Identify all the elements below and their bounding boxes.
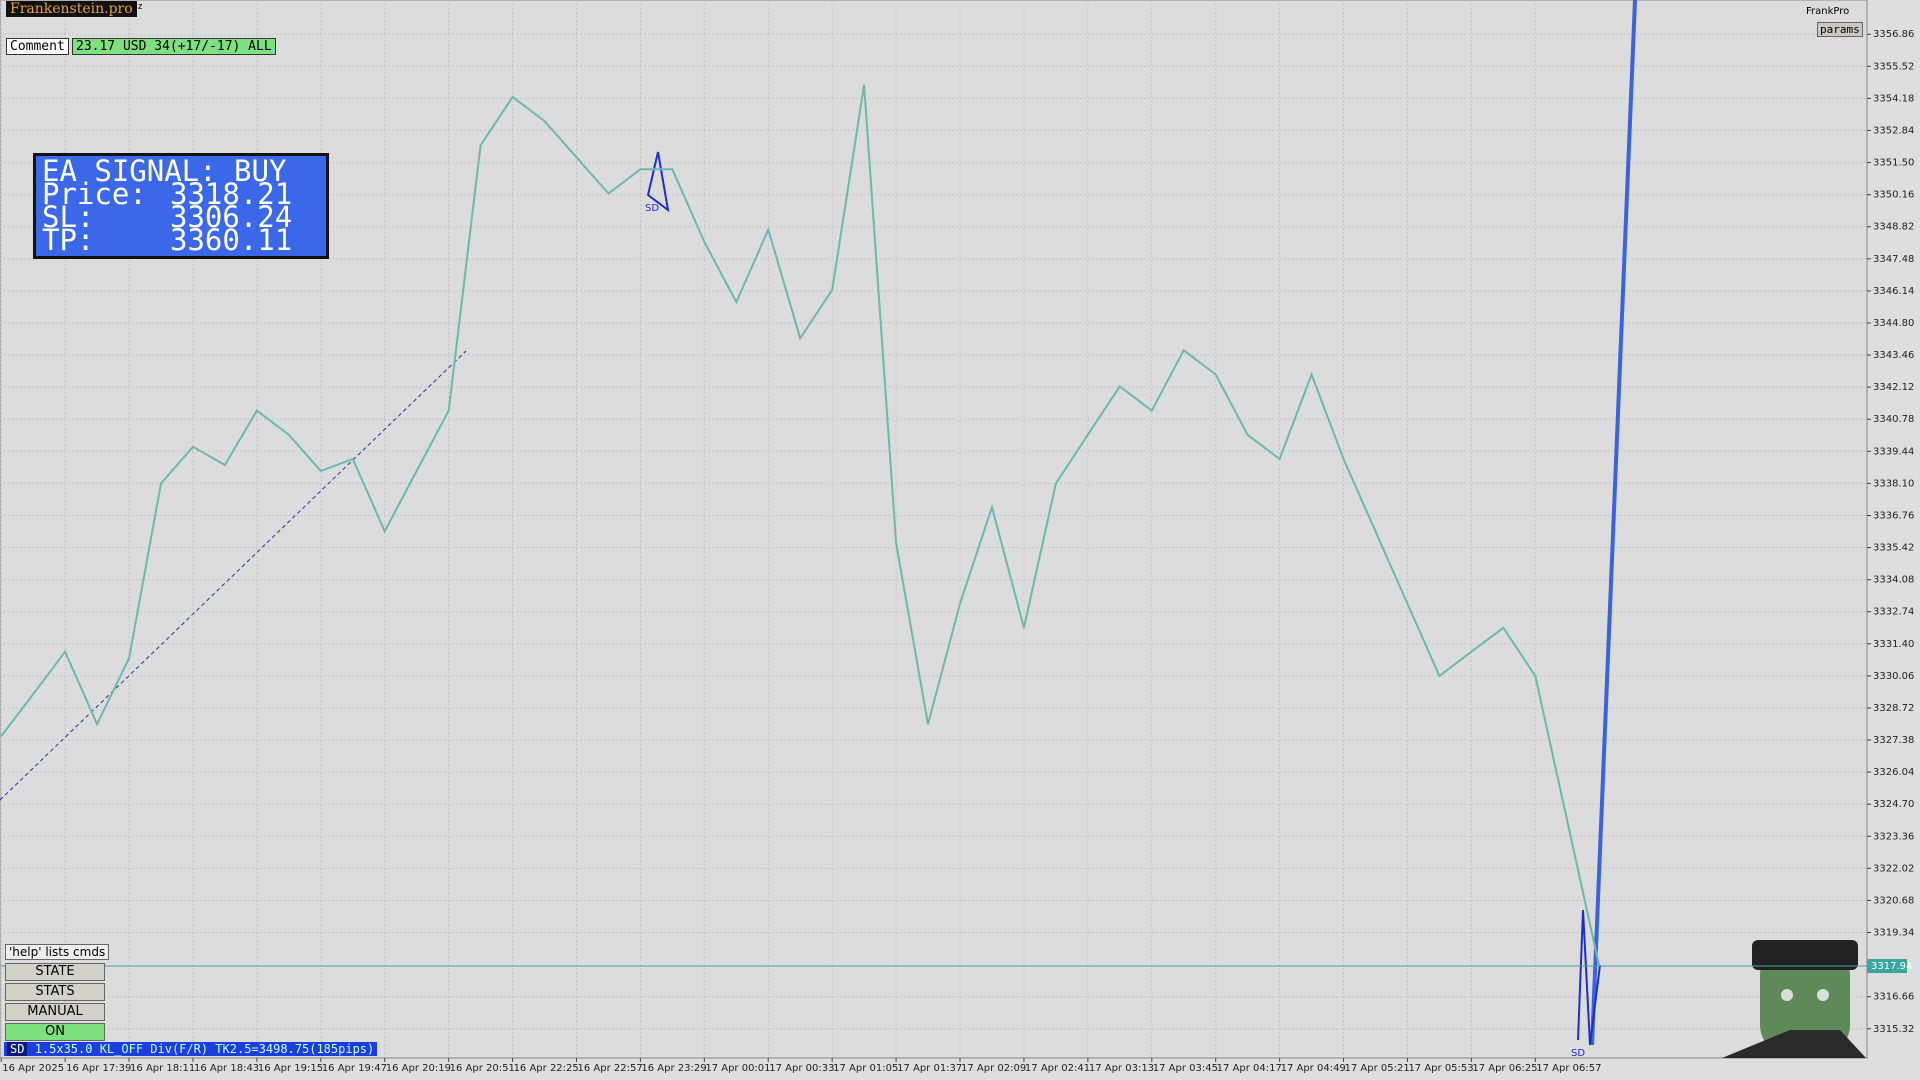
price-line <box>0 84 1601 967</box>
comment-text: 23.17 USD 34(+17/-17) ALL <box>72 38 276 55</box>
x-tick-label: 17 Apr 03:45 <box>1153 1063 1218 1074</box>
status-bar: SD 1.5x35.0 KL_OFF Div(F/R) TK2.5=3498.7… <box>4 1042 378 1056</box>
y-tick-label: 3326.04 <box>1873 767 1914 778</box>
y-tick-label: 3323.36 <box>1873 831 1914 842</box>
x-tick-label: 16 Apr 22:57 <box>577 1063 642 1074</box>
x-tick-label: 17 Apr 03:13 <box>1089 1063 1154 1074</box>
projection-line <box>1590 0 1637 1046</box>
pattern <box>646 151 670 213</box>
y-tick-label: 3319.34 <box>1873 928 1914 939</box>
x-tick-label: 17 Apr 02:41 <box>1025 1063 1090 1074</box>
status-tag: SD <box>7 1042 28 1056</box>
y-tick-label: 3328.72 <box>1873 703 1914 714</box>
signal-row: TP: 3360.11 <box>42 223 320 257</box>
y-tick-label: 3342.12 <box>1873 382 1914 393</box>
x-tick-label: 17 Apr 00:01 <box>705 1063 770 1074</box>
y-tick-label: 3346.14 <box>1873 286 1914 297</box>
x-tick-label: 16 Apr 19:15 <box>258 1063 323 1074</box>
mascot <box>1722 940 1866 1058</box>
help-hint: 'help' lists cmds <box>5 944 110 960</box>
x-tick-label: 17 Apr 02:09 <box>961 1063 1026 1074</box>
current-price-label: 3317.94 <box>1871 961 1912 972</box>
y-tick-label: 3322.02 <box>1873 863 1914 874</box>
y-tick-label: 3340.78 <box>1873 414 1914 425</box>
y-tick-label: 3320.68 <box>1873 895 1914 906</box>
comment-label: Comment <box>6 38 69 55</box>
signal-label: SL: <box>42 200 95 234</box>
y-tick-label: 3335.42 <box>1873 543 1914 554</box>
signal-label: Price: <box>42 177 147 211</box>
signal-value: 3360.11 <box>170 223 293 257</box>
x-tick-label: 16 Apr 18:11 <box>130 1063 195 1074</box>
x-tick-label: 17 Apr 04:17 <box>1217 1063 1282 1074</box>
y-tick-label: 3316.66 <box>1873 992 1914 1003</box>
signal-value: 3306.24 <box>170 200 293 234</box>
x-tick-label: 16 Apr 22:25 <box>514 1063 579 1074</box>
user-name: FrankPro <box>1806 6 1850 17</box>
status-text: 1.5x35.0 KL_OFF Div(F/R) TK2.5=3498.75(1… <box>34 1042 375 1056</box>
y-tick-label: 3324.70 <box>1873 799 1914 810</box>
x-tick-label: 17 Apr 06:57 <box>1536 1063 1601 1074</box>
pattern <box>1577 909 1601 1046</box>
control-button[interactable]: STATS <box>5 983 105 1001</box>
y-tick-label: 3343.46 <box>1873 350 1914 361</box>
x-tick-label: 16 Apr 2025 <box>2 1063 64 1074</box>
control-button[interactable]: ON <box>5 1023 105 1041</box>
annotation: SD <box>645 203 659 214</box>
y-tick-label: 3355.52 <box>1873 61 1914 72</box>
x-tick-label: 17 Apr 05:21 <box>1345 1063 1410 1074</box>
y-tick-label: 3356.86 <box>1873 29 1914 40</box>
y-tick-label: 3352.84 <box>1873 125 1914 136</box>
y-tick-label: 3344.80 <box>1873 318 1914 329</box>
y-tick-label: 3354.18 <box>1873 93 1914 104</box>
annotation: SD <box>1571 1048 1585 1059</box>
control-button[interactable]: STATE <box>5 963 105 981</box>
params-button[interactable]: params <box>1817 22 1863 37</box>
x-tick-label: 16 Apr 23:29 <box>641 1063 706 1074</box>
signal-row: Price: 3318.21 <box>42 177 320 211</box>
current-price-box <box>1867 959 1907 974</box>
signal-row: SL: 3306.24 <box>42 200 320 234</box>
y-tick-label: 3334.08 <box>1873 575 1914 586</box>
signal-title: EA SIGNAL: BUY <box>42 154 287 188</box>
y-tick-label: 3350.16 <box>1873 190 1914 201</box>
y-tick-label: 3338.10 <box>1873 478 1914 489</box>
x-tick-label: 17 Apr 01:05 <box>833 1063 898 1074</box>
y-tick-label: 3331.40 <box>1873 639 1914 650</box>
x-tick-label: 16 Apr 20:51 <box>450 1063 515 1074</box>
x-tick-label: 17 Apr 04:49 <box>1281 1063 1346 1074</box>
signal-value: 3318.21 <box>170 177 293 211</box>
y-tick-label: 3327.38 <box>1873 735 1914 746</box>
y-tick-label: 3332.74 <box>1873 607 1914 618</box>
x-tick-label: 16 Apr 19:47 <box>322 1063 387 1074</box>
y-tick-label: 3330.06 <box>1873 671 1914 682</box>
x-tick-label: 16 Apr 20:19 <box>386 1063 451 1074</box>
signal-panel: EA SIGNAL: BUY Price: 3318.21 SL: 3306.24 TP… <box>33 153 329 259</box>
x-tick-label: 16 Apr 17:39 <box>66 1063 131 1074</box>
x-tick-label: 17 Apr 06:25 <box>1472 1063 1537 1074</box>
y-tick-label: 3347.48 <box>1873 254 1914 265</box>
y-tick-label: 3336.76 <box>1873 510 1914 521</box>
x-tick-label: 16 Apr 18:43 <box>194 1063 259 1074</box>
x-tick-label: 17 Apr 01:37 <box>897 1063 962 1074</box>
grid <box>0 0 1867 1058</box>
x-tick-label: 17 Apr 05:53 <box>1408 1063 1473 1074</box>
trend-line <box>0 350 467 801</box>
x-tick-label: 17 Apr 00:33 <box>769 1063 834 1074</box>
y-tick-label: 3348.82 <box>1873 222 1914 233</box>
signal-label: TP: <box>42 223 95 257</box>
symbol-hint: Oz <box>132 2 143 12</box>
control-button[interactable]: MANUAL <box>5 1003 105 1021</box>
y-tick-label: 3315.32 <box>1873 1024 1914 1035</box>
y-tick-label: 3351.50 <box>1873 158 1914 169</box>
brand: Frankenstein.pro <box>6 1 137 17</box>
signal-rows: Price: 3318.21 SL: 3306.24 TP: 3360.11 <box>42 177 320 257</box>
y-tick-label: 3339.44 <box>1873 446 1914 457</box>
